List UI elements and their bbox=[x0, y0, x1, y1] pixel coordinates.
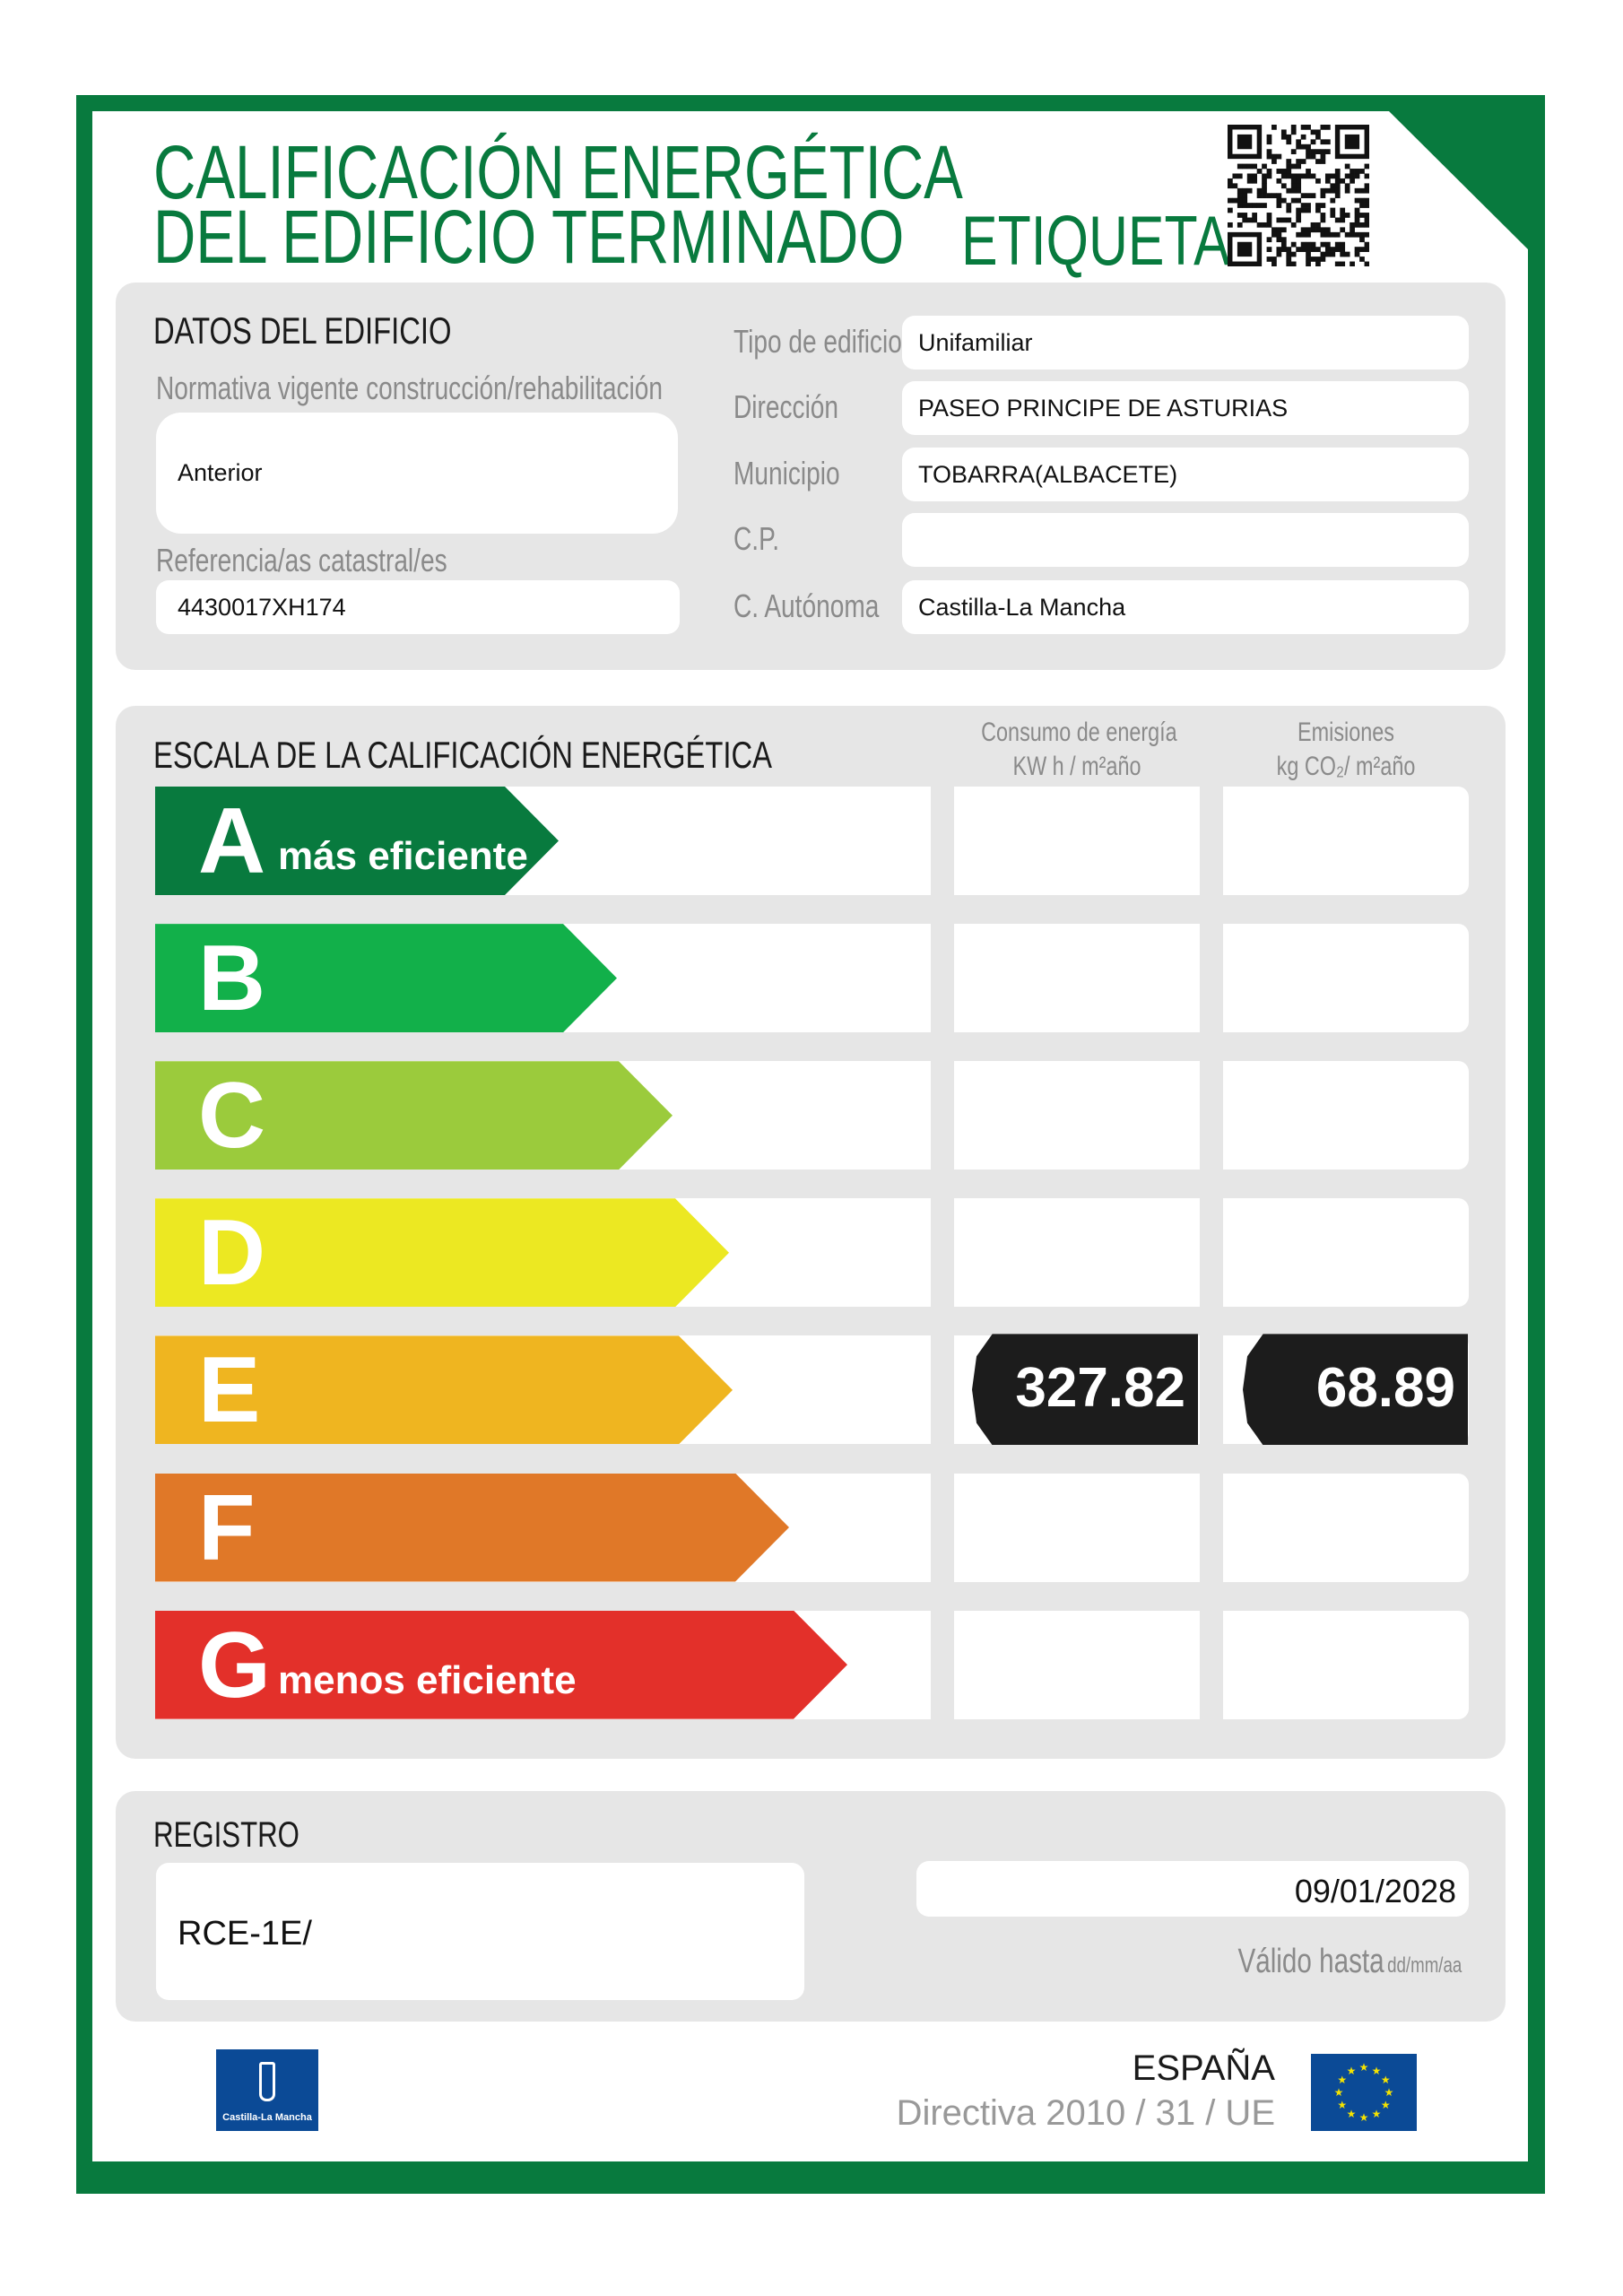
star-icon: ★ bbox=[1359, 2061, 1369, 2074]
emisiones-cell bbox=[1223, 924, 1469, 1033]
star-icon: ★ bbox=[1381, 2099, 1391, 2111]
consumo-value: 327.82 bbox=[1015, 1357, 1185, 1420]
star-icon: ★ bbox=[1334, 2086, 1344, 2099]
catastral-field: 4430017XH174 bbox=[156, 580, 680, 634]
star-icon: ★ bbox=[1384, 2086, 1394, 2099]
emisiones-unit: kg CO₂/ m²año bbox=[1276, 752, 1416, 781]
star-icon: ★ bbox=[1359, 2111, 1369, 2124]
qr-code[interactable] bbox=[1228, 125, 1369, 266]
field-label: C. Autónoma bbox=[733, 587, 880, 624]
rating-arrow-f: F bbox=[155, 1473, 789, 1582]
registry-value: RCE-1E/ bbox=[178, 1915, 312, 1952]
logo-text: Castilla-La Mancha bbox=[222, 2112, 312, 2123]
star-icon: ★ bbox=[1372, 2065, 1382, 2077]
star-icon: ★ bbox=[1372, 2108, 1382, 2120]
rating-letter: A bbox=[198, 789, 266, 893]
consumo-header: Consumo de energía bbox=[981, 718, 1177, 747]
consumo-cell bbox=[954, 1198, 1200, 1308]
consumo-cell bbox=[954, 1061, 1200, 1170]
rating-arrow-b: B bbox=[155, 924, 617, 1033]
star-icon: ★ bbox=[1347, 2108, 1357, 2120]
field-box bbox=[902, 513, 1469, 567]
emisiones-header: Emisiones bbox=[1298, 718, 1394, 747]
emisiones-cell: 68.89 bbox=[1223, 1334, 1469, 1446]
rating-sublabel: más eficiente bbox=[278, 834, 528, 878]
rating-arrow-d: D bbox=[155, 1198, 729, 1308]
emisiones-cell bbox=[1223, 1473, 1469, 1582]
field-label: Tipo de edificio bbox=[733, 323, 902, 360]
emisiones-cell bbox=[1223, 1198, 1469, 1308]
etiqueta-label: ETIQUETA bbox=[961, 201, 1230, 280]
field-box: Castilla-La Mancha bbox=[902, 580, 1469, 634]
emisiones-cell bbox=[1223, 1610, 1469, 1719]
valid-label: Válido hasta bbox=[1237, 1943, 1384, 1980]
rating-letter: F bbox=[198, 1475, 256, 1580]
consumo-cell bbox=[954, 1473, 1200, 1582]
field-value: TOBARRA(ALBACETE) bbox=[918, 461, 1178, 488]
valid-until-value: 09/01/2028 bbox=[1294, 1873, 1456, 1909]
star-icon: ★ bbox=[1337, 2099, 1347, 2111]
normativa-field: Anterior bbox=[156, 413, 678, 534]
country-label: ESPAÑA bbox=[1132, 2048, 1275, 2088]
valid-format: dd/mm/aa bbox=[1386, 1953, 1462, 1978]
consumo-cell bbox=[954, 787, 1200, 895]
normativa-label: Normativa vigente construcción/rehabilit… bbox=[156, 370, 664, 406]
normativa-value: Anterior bbox=[178, 459, 263, 486]
field-value: Castilla-La Mancha bbox=[918, 594, 1126, 621]
title-line2: DEL EDIFICIO TERMINADO bbox=[153, 195, 905, 279]
building-section-title: DATOS DEL EDIFICIO bbox=[153, 309, 452, 352]
emisiones-indicator: 68.89 bbox=[1243, 1334, 1468, 1446]
crest-icon bbox=[259, 2062, 275, 2101]
rating-sublabel: menos eficiente bbox=[278, 1657, 577, 1702]
star-icon: ★ bbox=[1381, 2074, 1391, 2086]
valid-until-label: Válido hasta dd/mm/aa bbox=[1237, 1943, 1462, 1981]
rating-arrow-a: A más eficiente bbox=[155, 787, 559, 895]
field-value: Unifamiliar bbox=[918, 329, 1033, 356]
field-label: C.P. bbox=[733, 520, 779, 557]
eu-flag-icon: ★★★★★★★★★ ★ ★★ bbox=[1311, 2054, 1417, 2131]
rating-letter: E bbox=[198, 1338, 261, 1443]
field-box: Unifamiliar bbox=[902, 316, 1469, 370]
rating-letter: G bbox=[198, 1613, 271, 1718]
catastral-label: Referencia/as catastral/es bbox=[156, 542, 447, 578]
registry-field: RCE-1E/ bbox=[156, 1863, 804, 2000]
rating-letter: D bbox=[198, 1201, 266, 1306]
rating-letter: C bbox=[198, 1064, 266, 1169]
registry-section-title: REGISTRO bbox=[153, 1815, 299, 1855]
consumo-unit: KW h / m²año bbox=[1012, 752, 1141, 781]
emisiones-cell bbox=[1223, 1061, 1469, 1170]
field-label: Dirección bbox=[733, 388, 839, 425]
castilla-la-mancha-logo: Castilla-La Mancha bbox=[216, 2049, 318, 2131]
consumo-cell bbox=[954, 1610, 1200, 1719]
field-label: Municipio bbox=[733, 455, 840, 491]
rating-arrow-c: C bbox=[155, 1061, 673, 1170]
consumo-cell bbox=[954, 924, 1200, 1033]
star-icon: ★ bbox=[1347, 2065, 1357, 2077]
field-box: TOBARRA(ALBACETE) bbox=[902, 448, 1469, 501]
directive-label: Directiva 2010 / 31 / UE bbox=[896, 2093, 1275, 2133]
field-value: PASEO PRINCIPE DE ASTURIAS bbox=[918, 395, 1289, 422]
valid-until-field: 09/01/2028 bbox=[916, 1861, 1469, 1917]
emisiones-cell bbox=[1223, 787, 1469, 895]
field-box: PASEO PRINCIPE DE ASTURIAS bbox=[902, 381, 1469, 435]
emisiones-value: 68.89 bbox=[1315, 1357, 1455, 1420]
rating-arrow-g: G menos eficiente bbox=[155, 1610, 847, 1719]
star-icon: ★ bbox=[1337, 2074, 1347, 2086]
consumo-indicator: 327.82 bbox=[972, 1334, 1198, 1446]
scale-section-title: ESCALA DE LA CALIFICACIÓN ENERGÉTICA bbox=[153, 734, 772, 776]
rating-letter: B bbox=[198, 926, 266, 1031]
title-line1: CALIFICACIÓN ENERGÉTICA bbox=[153, 130, 963, 214]
catastral-value: 4430017XH174 bbox=[178, 594, 346, 621]
consumo-cell: 327.82 bbox=[954, 1334, 1200, 1446]
rating-arrow-e: E bbox=[155, 1335, 733, 1445]
